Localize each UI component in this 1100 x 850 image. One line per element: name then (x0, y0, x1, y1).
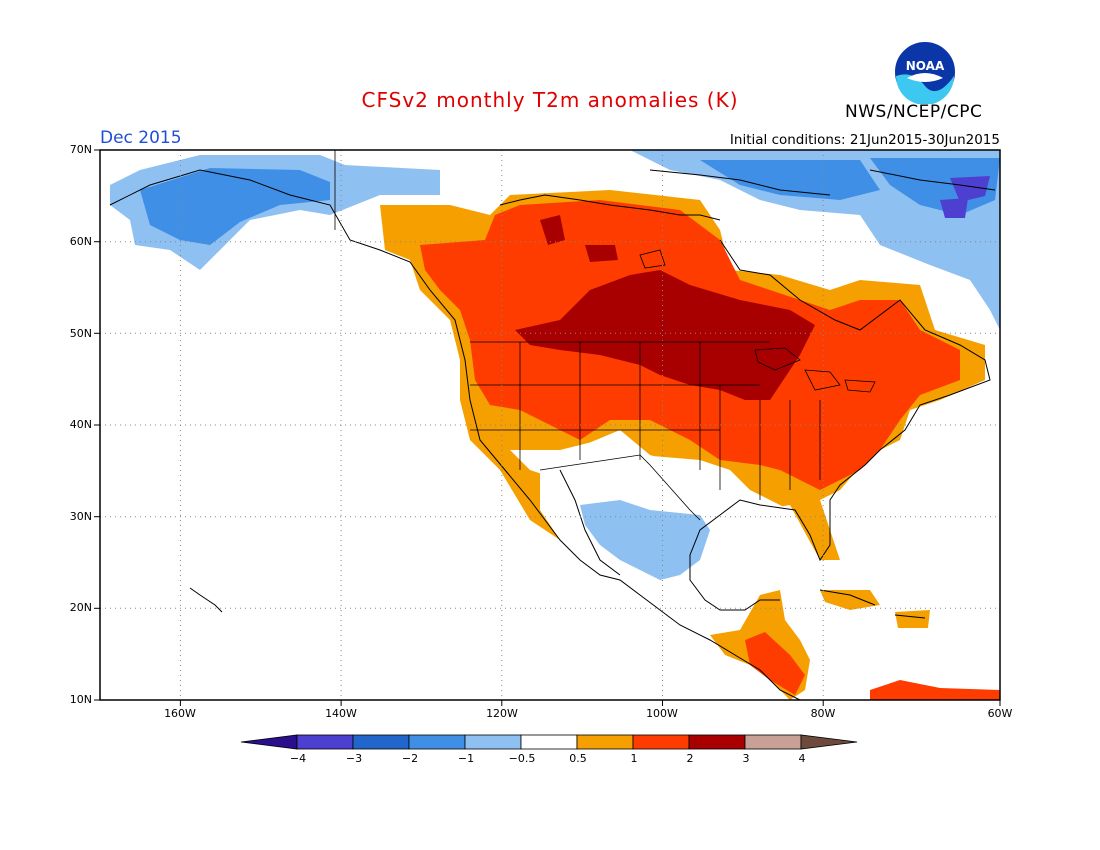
colorbar-label: −0.5 (508, 752, 536, 765)
colorbar-max-arrow (800, 734, 858, 750)
lon-tick-label: 100W (646, 707, 678, 720)
colorbar-min-arrow (240, 734, 298, 750)
colorbar-label: 3 (742, 752, 750, 765)
colorbar-swatch (632, 734, 690, 750)
warm-patch (540, 215, 565, 245)
initial-conditions-label: Initial conditions: 21Jun2015-30Jun2015 (729, 132, 1000, 148)
lat-tick-label: 10N (69, 693, 92, 706)
colorbar-swatch (296, 734, 354, 750)
colorbar-swatch (520, 734, 578, 750)
colorbar-label: −2 (401, 752, 419, 765)
central-america-warm-region (710, 590, 1000, 700)
chart-title: CFSv2 monthly T2m anomalies (K) (361, 88, 739, 112)
lon-tick-label: 60W (987, 707, 1013, 720)
colorbar-label: −4 (289, 752, 307, 765)
gridlines (100, 150, 1000, 700)
lat-tick-label: 60N (69, 235, 92, 248)
colorbar-swatch (408, 734, 466, 750)
political-borders (334, 150, 821, 521)
colorbar-label: 4 (798, 752, 806, 765)
lat-tick-label: 20N (69, 601, 92, 614)
warm-patch (585, 245, 618, 262)
valid-month-label: Dec 2015 (100, 128, 182, 148)
lat-tick-label: 50N (69, 327, 92, 340)
colorbar-label: −3 (345, 752, 363, 765)
lon-tick-label: 120W (486, 707, 518, 720)
mexico-cool-region (580, 500, 710, 580)
alaska-cool-region (110, 155, 440, 270)
lon-tick-label: 160W (164, 707, 196, 720)
lon-tick-label: 140W (325, 707, 357, 720)
colorbar-label: 0.5 (569, 752, 587, 765)
lat-tick-label: 30N (69, 510, 92, 523)
colorbar-swatch (744, 734, 802, 750)
noaa-logo: NOAA (893, 40, 957, 104)
colorbar-swatch (464, 734, 522, 750)
northeast-canada-cool-region (630, 150, 1000, 330)
colorbar-swatch (352, 734, 410, 750)
coastlines (109, 169, 996, 700)
colorbar-swatch (688, 734, 746, 750)
agency-label: NWS/NCEP/CPC (845, 102, 983, 122)
colorbar-label: 2 (686, 752, 694, 765)
logo-lettering: NOAA (906, 59, 945, 73)
colorbar-swatch (576, 734, 634, 750)
great-lakes (639, 249, 876, 393)
lat-tick-label: 70N (69, 143, 92, 156)
lon-tick-label: 80W (810, 707, 836, 720)
colorbar-label: −1 (457, 752, 475, 765)
colorbar-label: 1 (630, 752, 638, 765)
axis-ticks (94, 149, 1001, 706)
lat-tick-label: 40N (69, 418, 92, 431)
warm-region-darkred (515, 270, 815, 400)
